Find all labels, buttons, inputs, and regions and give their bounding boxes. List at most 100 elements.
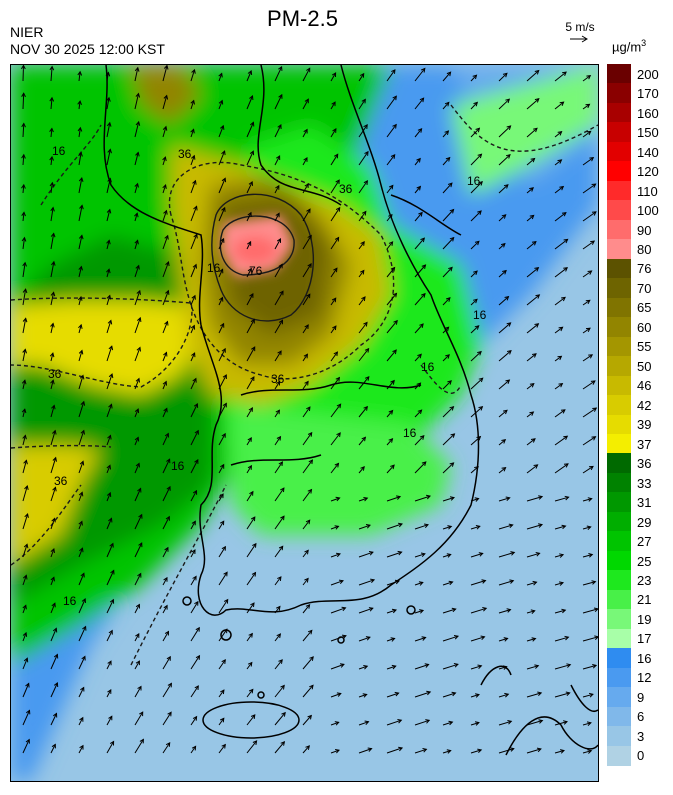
colorbar-segment <box>607 414 631 435</box>
wind-arrow <box>134 437 139 446</box>
wind-arrow <box>554 383 563 390</box>
wind-arrowhead <box>221 206 226 212</box>
wind-arrow <box>526 610 535 614</box>
wind-arrowhead <box>449 496 455 501</box>
wind-arrowhead <box>194 429 199 435</box>
wind-arrowhead <box>134 436 140 442</box>
wind-arrowhead <box>334 525 340 530</box>
wind-arrow <box>22 289 27 306</box>
contour-label: 36 <box>48 367 62 381</box>
wind-arrow <box>498 693 509 698</box>
wind-arrow <box>22 632 27 642</box>
wind-arrow <box>386 185 394 194</box>
wind-arrowhead <box>425 494 431 500</box>
wind-arrowhead <box>508 523 514 529</box>
wind-arrowhead <box>108 403 113 409</box>
wind-arrowhead <box>591 183 597 188</box>
wind-arrow <box>442 182 453 194</box>
colorbar-segment <box>607 628 631 649</box>
wind-arrow <box>190 155 195 166</box>
wind-arrow <box>218 150 226 166</box>
wind-arrowhead <box>77 295 83 301</box>
wind-arrow <box>554 721 568 726</box>
wind-arrowhead <box>21 211 26 217</box>
wind-arrowhead <box>250 376 255 382</box>
wind-arrowhead <box>106 239 111 245</box>
wind-arrowhead <box>194 685 199 691</box>
wind-arrowhead <box>500 242 506 248</box>
wind-arrow <box>330 377 340 390</box>
wind-arrowhead <box>398 522 403 528</box>
wind-arrow <box>414 323 424 334</box>
wind-arrowhead <box>335 179 340 185</box>
wind-arrow <box>50 577 55 586</box>
wind-arrowhead <box>164 546 169 552</box>
colorbar-tick-label: 90 <box>637 222 652 238</box>
wind-arrow <box>330 403 342 418</box>
wind-arrowhead <box>418 581 424 586</box>
wind-arrowhead <box>472 298 478 304</box>
wind-arrowhead <box>134 66 140 72</box>
wind-arrow <box>302 98 309 110</box>
wind-arrowhead <box>391 69 396 74</box>
wind-arrow <box>554 186 564 194</box>
wind-arrowhead <box>418 211 423 217</box>
wind-arrowhead <box>136 289 141 295</box>
wind-arrow <box>358 151 369 166</box>
wind-arrow <box>274 320 283 334</box>
wind-arrowhead <box>247 267 252 273</box>
wind-arrowhead <box>475 525 481 530</box>
wind-arrow <box>358 607 373 614</box>
wind-arrow <box>554 636 569 642</box>
wind-arrowhead <box>529 187 535 192</box>
wind-arrow <box>162 458 171 474</box>
wind-arrow <box>358 348 369 362</box>
wind-arrowhead <box>391 664 397 670</box>
wind-arrowhead <box>444 101 450 107</box>
wind-arrow <box>554 554 564 558</box>
wind-arrow <box>582 554 593 558</box>
wind-arrowhead <box>307 431 313 437</box>
wind-arrow <box>246 516 256 530</box>
wind-arrow <box>554 212 567 222</box>
wind-arrow <box>582 183 596 194</box>
wind-arrow <box>302 208 311 222</box>
wind-arrowhead <box>451 607 457 613</box>
wind-arrowhead <box>365 524 371 529</box>
wind-arrowhead <box>53 653 59 659</box>
wind-arrow <box>526 524 543 530</box>
wind-arrowhead <box>219 493 224 499</box>
wind-arrowhead <box>53 682 59 688</box>
wind-arrowhead <box>388 409 394 415</box>
wind-arrow <box>190 601 199 614</box>
wind-arrow <box>162 156 166 166</box>
wind-arrow <box>470 153 482 166</box>
contour-label: 16 <box>52 144 66 158</box>
wind-arrowhead <box>361 436 367 442</box>
wind-arrowhead <box>368 607 374 612</box>
wind-arrow <box>78 745 84 754</box>
wind-arrow <box>498 154 511 166</box>
wind-arrowhead <box>588 354 594 359</box>
wind-arrowhead <box>192 179 197 185</box>
wind-arrowhead <box>336 403 342 409</box>
wind-arrow <box>218 659 226 670</box>
wind-arrowhead <box>506 322 512 327</box>
wind-arrow <box>470 406 483 418</box>
wind-arrow <box>358 665 368 670</box>
wind-arrow <box>22 65 24 82</box>
wind-arrow <box>330 325 337 334</box>
wind-arrow <box>442 326 449 334</box>
wind-arrowhead <box>561 296 566 302</box>
contour-label: 16 <box>403 426 417 440</box>
wind-arrowhead <box>134 182 139 188</box>
wind-arrow <box>274 66 283 82</box>
colorbar-tick-label: 31 <box>637 495 652 511</box>
colorbar-tick-label: 36 <box>637 456 652 472</box>
wind-arrowhead <box>81 598 86 603</box>
wind-arrowhead <box>109 598 115 604</box>
wind-arrowhead <box>21 92 26 98</box>
wind-arrow <box>330 635 347 642</box>
wind-arrowhead <box>167 682 172 688</box>
wind-arrow <box>582 526 591 530</box>
